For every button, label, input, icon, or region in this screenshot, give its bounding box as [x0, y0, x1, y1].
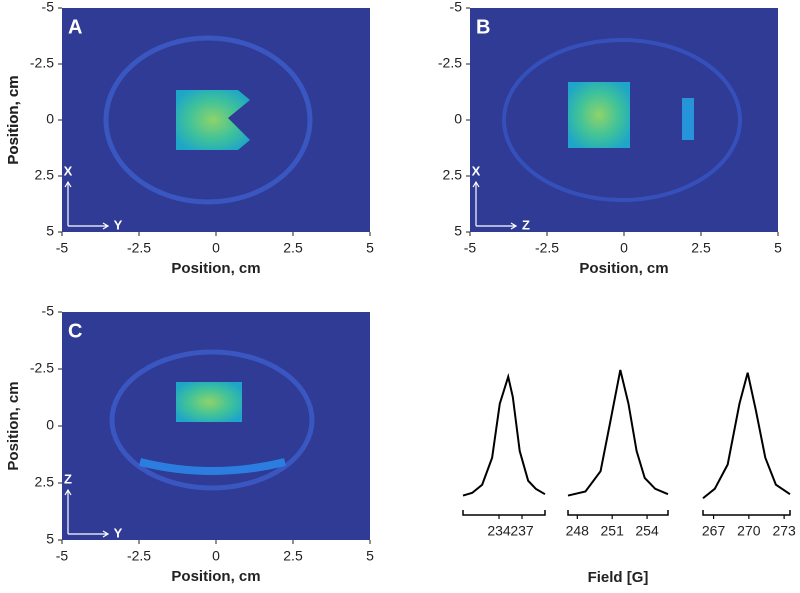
spectrum-line: [567, 369, 669, 497]
x-tick-label: -2.5: [127, 548, 151, 564]
orientation-right: Z: [522, 217, 530, 232]
x-tick-label: 0: [620, 240, 628, 256]
x-tick-label: -5: [56, 240, 69, 256]
orientation-up: X: [64, 163, 73, 178]
spectrum-line: [702, 372, 791, 500]
orientation-arrows: [472, 180, 518, 230]
x-tick-label: 2.5: [283, 240, 303, 256]
x-tick-label: 267: [702, 523, 726, 539]
y-tick-label: 5: [46, 223, 54, 239]
x-axis-label: Position, cm: [579, 260, 668, 277]
x-tick-label: 5: [366, 240, 374, 256]
orientation-right: Y: [114, 525, 123, 540]
x-tick-label: 270: [737, 523, 761, 539]
y-axis-label: Position, cm: [5, 75, 22, 164]
y-tick-label: 0: [454, 111, 462, 127]
x-tick-label: -2.5: [127, 240, 151, 256]
x-tick-label: -5: [464, 240, 477, 256]
x-tick-label: -2.5: [535, 240, 559, 256]
x-tick-label: 237: [510, 523, 534, 539]
x-axis-line: [702, 510, 791, 516]
x-tick-label: 0: [212, 548, 220, 564]
y-tick-label: -5: [450, 0, 463, 15]
y-tick-label: -2.5: [30, 360, 54, 376]
orientation-up: Z: [64, 471, 72, 486]
x-tick-label: 254: [635, 523, 659, 539]
x-axis-label: Field [G]: [588, 569, 649, 586]
x-tick-label: 251: [601, 523, 625, 539]
panel-label: A: [68, 16, 82, 38]
y-tick-label: -5: [42, 0, 55, 15]
y-tick-label: 2.5: [35, 167, 55, 183]
x-tick-label: 273: [772, 523, 796, 539]
x-tick-label: 5: [774, 240, 782, 256]
y-axis-label: Position, cm: [5, 381, 22, 470]
x-tick-label: 2.5: [691, 240, 711, 256]
y-tick-label: -2.5: [438, 55, 462, 71]
orientation-arrows: [64, 488, 110, 538]
x-axis-line: [462, 510, 546, 516]
x-axis-label: Position, cm: [171, 568, 260, 585]
x-tick-label: 2.5: [283, 548, 303, 564]
image-a: [62, 8, 370, 232]
y-tick-label: 2.5: [35, 474, 55, 490]
x-axis-label: Position, cm: [171, 260, 260, 277]
y-tick-label: -5: [42, 303, 55, 319]
y-tick-label: 5: [46, 531, 54, 547]
x-tick-label: 5: [366, 548, 374, 564]
y-tick-label: 5: [454, 223, 462, 239]
x-tick-label: 234: [487, 523, 511, 539]
orientation-right: Y: [114, 217, 123, 232]
y-tick-label: 0: [46, 111, 54, 127]
x-axis-line: [567, 510, 669, 516]
y-axis-label: Position, cm: [5, 75, 22, 164]
y-tick-label: 2.5: [443, 167, 463, 183]
orientation-up: X: [472, 163, 481, 178]
x-tick-label: 0: [212, 240, 220, 256]
orientation-arrows: [64, 180, 110, 230]
image-b: [470, 8, 778, 232]
panel-label: B: [476, 16, 490, 38]
x-tick-label: 248: [566, 523, 590, 539]
y-tick-label: -2.5: [30, 55, 54, 71]
image-c: [62, 312, 370, 540]
spectrum-line: [462, 372, 546, 497]
y-tick-label: 0: [46, 417, 54, 433]
panel-label: C: [68, 320, 82, 342]
x-tick-label: -5: [56, 548, 69, 564]
